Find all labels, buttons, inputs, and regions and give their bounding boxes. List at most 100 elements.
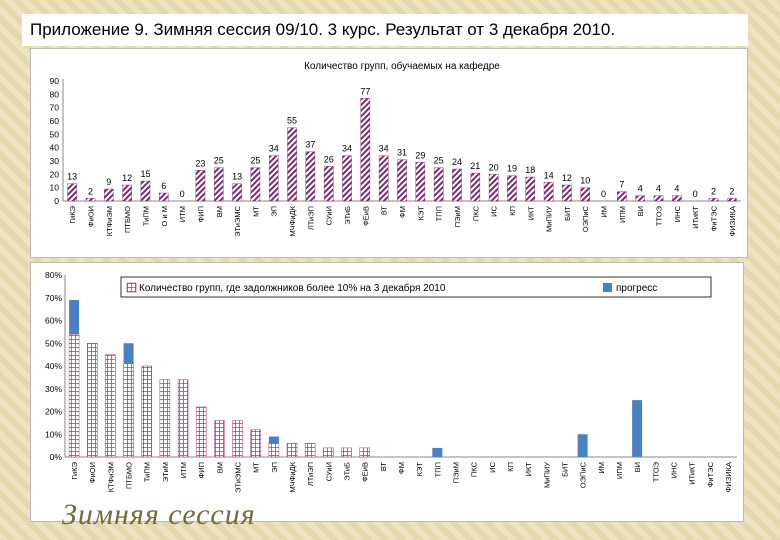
data-label: 24 bbox=[452, 157, 462, 167]
y-tick-label: 0 bbox=[54, 196, 59, 206]
x-tick-label: ФиОИ bbox=[88, 462, 97, 483]
x-tick-label: КТФиЭМ bbox=[105, 206, 114, 236]
x-tick-label: ОЭПиС bbox=[579, 461, 588, 488]
x-tick-label: ФиОИ bbox=[86, 206, 95, 227]
x-tick-label: МиПИУ bbox=[545, 206, 554, 232]
data-label: 55 bbox=[287, 116, 297, 126]
x-tick-label: ФИЗИКА bbox=[728, 206, 737, 236]
bar-debtors bbox=[177, 379, 189, 458]
bar-debtors bbox=[214, 420, 225, 458]
data-label: 37 bbox=[305, 140, 315, 150]
y-tick-label: 80 bbox=[50, 89, 60, 99]
x-tick-label: ТиПМ bbox=[143, 462, 152, 482]
legend: Количество групп, где задолжников более … bbox=[120, 276, 712, 298]
data-label: 21 bbox=[470, 161, 480, 171]
bar bbox=[415, 162, 426, 202]
x-tick-label: КП bbox=[506, 462, 515, 472]
data-label: 25 bbox=[214, 156, 224, 166]
x-tick-label: ФиТЭС bbox=[706, 461, 715, 487]
data-label: 19 bbox=[507, 164, 517, 174]
bar-debtors bbox=[123, 363, 134, 458]
bar bbox=[470, 172, 481, 202]
bar bbox=[397, 159, 407, 202]
bar bbox=[323, 166, 334, 202]
y-tick-label: 40% bbox=[45, 361, 62, 371]
data-label: 2 bbox=[729, 186, 734, 196]
data-label: 0 bbox=[601, 189, 606, 199]
bar-debtors bbox=[286, 443, 298, 458]
data-label: 23 bbox=[195, 158, 205, 168]
legend-label-progress: прогресс bbox=[616, 283, 657, 294]
bar bbox=[727, 198, 737, 202]
y-tick-label: 70% bbox=[45, 293, 62, 303]
bar-debtors bbox=[323, 447, 334, 458]
bar bbox=[672, 195, 682, 202]
x-tick-label: ИНС bbox=[669, 461, 678, 478]
bar bbox=[159, 192, 169, 202]
x-tick-label: ВИ bbox=[636, 206, 645, 216]
x-tick-label: МЧФиДК bbox=[288, 461, 297, 492]
bar-progress bbox=[632, 400, 643, 457]
x-tick-label: КП bbox=[508, 206, 517, 216]
y-tick-label: 90 bbox=[50, 76, 60, 86]
x-tick-label: О и М bbox=[160, 206, 169, 226]
bar bbox=[653, 195, 664, 202]
x-tick-label: ПТБМО bbox=[123, 206, 132, 233]
watermark-text: Зимняя сессия bbox=[62, 498, 256, 531]
chart-debtors-svg: 0% 10% 20% 30% 40% 50% 60% 70% 80% ГиКЭ ФиОИ КТФиЭМ… bbox=[45, 270, 737, 493]
x-tick-label: ЭТиБ bbox=[343, 462, 352, 481]
bar bbox=[85, 198, 96, 202]
data-label: 0 bbox=[180, 189, 185, 199]
x-tick-label: ИТМ bbox=[179, 462, 188, 478]
legend-box bbox=[120, 276, 712, 298]
bar-debtors bbox=[159, 379, 171, 458]
x-tick-label: ВИ bbox=[633, 462, 642, 472]
legend-swatch-debtors bbox=[126, 282, 137, 293]
x-tick-label: КЭТ bbox=[415, 462, 424, 477]
data-label: 2 bbox=[88, 186, 93, 196]
bar bbox=[250, 167, 261, 202]
bar bbox=[507, 175, 517, 202]
bar bbox=[617, 191, 627, 202]
data-label: 18 bbox=[525, 165, 535, 175]
x-tick-label: ЛТиЭП bbox=[306, 206, 315, 230]
bar-progress bbox=[577, 434, 588, 457]
data-label: 7 bbox=[619, 180, 624, 190]
data-label: 25 bbox=[434, 156, 444, 166]
data-label: 2 bbox=[711, 186, 716, 196]
data-label: 13 bbox=[67, 172, 77, 182]
data-label: 14 bbox=[544, 170, 554, 180]
y-tick-label: 60 bbox=[50, 116, 60, 126]
bar bbox=[195, 170, 206, 202]
x-tick-label: ОЭПиС bbox=[581, 205, 590, 232]
x-tick-label: МТ bbox=[251, 206, 260, 217]
x-tick-label: ТиПМ bbox=[141, 206, 150, 226]
bar bbox=[122, 184, 132, 202]
x-tick-label: ГиКЭ bbox=[70, 461, 79, 479]
x-tick-label: ЭТиЭМС bbox=[234, 461, 243, 492]
slide-right-edge bbox=[748, 14, 780, 540]
x-tick-label: ПЭиМ bbox=[453, 206, 462, 227]
y-tick-label: 20% bbox=[45, 407, 62, 417]
slide-title: Приложение 9. Зимняя сессия 09/10. 3 кур… bbox=[22, 14, 748, 46]
bar-debtors bbox=[141, 365, 152, 458]
y-tick-label: 0% bbox=[50, 452, 63, 462]
x-tick-label: ИПМ bbox=[615, 462, 624, 479]
bar-progress bbox=[69, 300, 80, 335]
y-tick-label: 40 bbox=[50, 143, 60, 153]
data-label: 12 bbox=[122, 173, 132, 183]
x-tick-label: ВТ bbox=[379, 462, 388, 472]
data-label: 12 bbox=[562, 173, 572, 183]
x-tick-label: КТФиЭМ bbox=[106, 462, 115, 492]
data-label: 15 bbox=[140, 169, 150, 179]
data-label: 0 bbox=[693, 189, 698, 199]
y-tick-label: 60% bbox=[45, 316, 62, 326]
bar-debtors bbox=[250, 429, 261, 458]
x-tick-label: МЧФиДК bbox=[288, 205, 297, 236]
bar bbox=[708, 198, 719, 202]
x-tick-label: ФЕиВ bbox=[361, 462, 370, 482]
x-tick-label: ЭТиБ bbox=[343, 206, 352, 225]
data-label: 29 bbox=[415, 150, 425, 160]
x-tick-label: ФИП bbox=[197, 462, 206, 478]
bar bbox=[562, 184, 572, 202]
